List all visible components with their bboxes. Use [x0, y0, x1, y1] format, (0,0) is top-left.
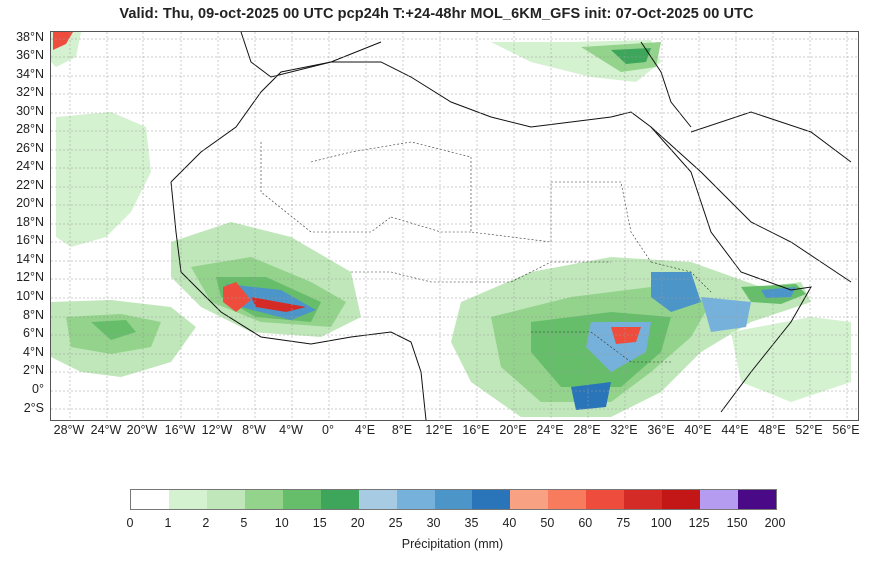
- graticule: [51, 32, 858, 420]
- lat-label: 20°N: [16, 196, 44, 210]
- colorbar-tick-label: 125: [688, 516, 710, 530]
- lon-label: 0°: [322, 423, 334, 437]
- colorbar-tick-label: 10: [274, 516, 289, 530]
- lon-label: 12°E: [425, 423, 453, 437]
- lat-label: 2°N: [23, 363, 44, 377]
- colorbar-tick-label: 1: [164, 516, 172, 530]
- map-canvas: [51, 32, 858, 420]
- colorbar-bin: [206, 490, 246, 509]
- colorbar-bin: [434, 490, 473, 509]
- colorbar-bin: [624, 490, 663, 509]
- lon-label: 28°W: [53, 423, 85, 437]
- lon-label: 32°E: [610, 423, 638, 437]
- lat-label: 16°N: [16, 233, 44, 247]
- colorbar-bin: [244, 490, 284, 509]
- lon-label: 48°E: [758, 423, 786, 437]
- colorbar-bin: [320, 490, 360, 509]
- atlantic-rain-field: [56, 112, 151, 247]
- lon-label: 44°E: [721, 423, 749, 437]
- lat-label: 32°N: [16, 85, 44, 99]
- colorbar-tick-label: 100: [650, 516, 672, 530]
- lon-label: 24°E: [536, 423, 564, 437]
- colorbar-tick-label: 35: [464, 516, 479, 530]
- lon-label: 16°W: [164, 423, 196, 437]
- precipitation-colorbar: [130, 489, 777, 510]
- lon-label: 24°W: [90, 423, 122, 437]
- lon-label: 12°W: [201, 423, 233, 437]
- lon-label: 8°W: [242, 423, 266, 437]
- lon-label: 40°E: [684, 423, 712, 437]
- lon-label: 20°E: [499, 423, 527, 437]
- lat-label: 4°N: [23, 345, 44, 359]
- lon-label: 16°E: [462, 423, 490, 437]
- colorbar-bin: [131, 490, 170, 509]
- colorbar-bin: [168, 490, 208, 509]
- lon-label: 36°E: [647, 423, 675, 437]
- lat-label: 10°N: [16, 289, 44, 303]
- colorbar-tick-label: 150: [726, 516, 748, 530]
- colorbar-bin: [738, 490, 777, 509]
- lat-label: 6°N: [23, 326, 44, 340]
- lon-label: 28°E: [573, 423, 601, 437]
- colorbar-bin: [472, 490, 511, 509]
- lon-label: 8°E: [391, 423, 413, 437]
- colorbar-bin: [586, 490, 625, 509]
- map-title: Valid: Thu, 09-oct-2025 00 UTC pcp24h T:…: [119, 6, 754, 22]
- lon-label: 4°W: [279, 423, 303, 437]
- colorbar-tick-label: 60: [578, 516, 593, 530]
- colorbar-tick-label: 25: [388, 516, 403, 530]
- colorbar-bin: [700, 490, 739, 509]
- colorbar-tick-label: 5: [240, 516, 248, 530]
- lat-label: 8°N: [23, 308, 44, 322]
- colorbar-bin: [396, 490, 436, 509]
- lat-label: 26°N: [16, 141, 44, 155]
- colorbar-bin: [282, 490, 322, 509]
- lat-label: 38°N: [16, 30, 44, 44]
- lon-label: 20°W: [126, 423, 158, 437]
- colorbar-bin: [358, 490, 398, 509]
- lat-label: 30°N: [16, 104, 44, 118]
- lon-label: 52°E: [795, 423, 823, 437]
- colorbar-tick-label: 0: [126, 516, 134, 530]
- lon-label: 56°E: [832, 423, 860, 437]
- lat-label: 36°N: [16, 48, 44, 62]
- lat-label: 0°: [32, 382, 44, 396]
- colorbar-tick-label: 75: [616, 516, 631, 530]
- lat-label: 28°N: [16, 122, 44, 136]
- colorbar-tick-label: 15: [312, 516, 327, 530]
- lat-label: 18°N: [16, 215, 44, 229]
- colorbar-bin: [510, 490, 549, 509]
- lon-label: 4°E: [354, 423, 376, 437]
- lat-label: 22°N: [16, 178, 44, 192]
- precipitation-map: [50, 31, 859, 421]
- coastline: [170, 61, 812, 413]
- colorbar-tick-label: 20: [350, 516, 365, 530]
- lat-label: 34°N: [16, 67, 44, 81]
- colorbar-tick-label: 30: [426, 516, 441, 530]
- lat-label: 12°N: [16, 270, 44, 284]
- lat-label: 24°N: [16, 159, 44, 173]
- colorbar-tick-label: 50: [540, 516, 555, 530]
- colorbar-unit-label: Précipitation (mm): [401, 537, 504, 551]
- colorbar-tick-label: 40: [502, 516, 517, 530]
- colorbar-tick-label: 200: [764, 516, 786, 530]
- lat-label: 14°N: [16, 252, 44, 266]
- colorbar-bin: [662, 490, 701, 509]
- colorbar-bin: [548, 490, 587, 509]
- lat-label: 2°S: [23, 401, 44, 415]
- colorbar-tick-label: 2: [202, 516, 210, 530]
